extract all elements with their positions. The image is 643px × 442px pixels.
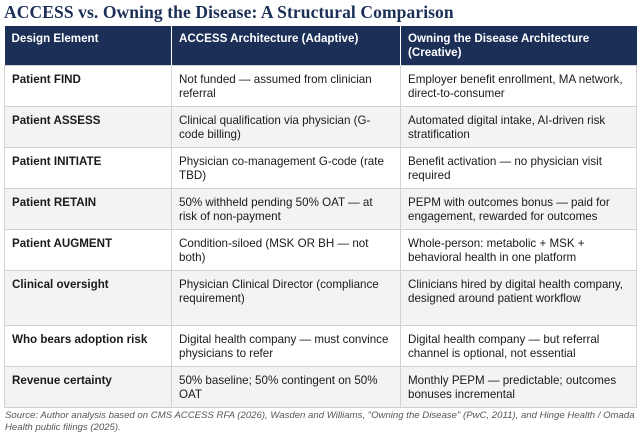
row-access-cell: Not funded — assumed from clinician refe… (171, 65, 401, 107)
row-access-cell: Condition-siloed (MSK OR BH — not both) (171, 229, 401, 271)
row-owning-cell: Monthly PEPM — predictable; outcomes bon… (400, 366, 637, 408)
table-row: Patient ASSESS Clinical qualification vi… (4, 106, 637, 148)
header-access-architecture: ACCESS Architecture (Adaptive) (171, 26, 401, 66)
table-row: Who bears adoption risk Digital health c… (4, 325, 637, 367)
table-row: Patient AUGMENT Condition-siloed (MSK OR… (4, 229, 637, 271)
row-access-cell: Physician Clinical Director (compliance … (171, 270, 401, 326)
table-row: Clinical oversight Physician Clinical Di… (4, 270, 637, 326)
page-title: ACCESS vs. Owning the Disease: A Structu… (4, 2, 454, 22)
row-owning-cell: Benefit activation — no physician visit … (400, 147, 637, 189)
row-access-cell: Clinical qualification via physician (G-… (171, 106, 401, 148)
row-design-element: Clinical oversight (4, 270, 172, 326)
row-owning-cell: Digital health company — but referral ch… (400, 325, 637, 367)
source-note: Source: Author analysis based on CMS ACC… (5, 410, 635, 433)
row-access-cell: 50% withheld pending 50% OAT — at risk o… (171, 188, 401, 230)
row-owning-cell: Automated digital intake, AI-driven risk… (400, 106, 637, 148)
row-design-element: Who bears adoption risk (4, 325, 172, 367)
row-owning-cell: Whole-person: metabolic + MSK + behavior… (400, 229, 637, 271)
table-header-row: Design Element ACCESS Architecture (Adap… (4, 26, 637, 66)
table-row: Patient FIND Not funded — assumed from c… (4, 65, 637, 107)
comparison-table: Design Element ACCESS Architecture (Adap… (4, 26, 637, 408)
header-owning-the-disease-architecture: Owning the Disease Architecture (Creativ… (400, 26, 637, 66)
row-access-cell: 50% baseline; 50% contingent on 50% OAT (171, 366, 401, 408)
row-owning-cell: Employer benefit enrollment, MA network,… (400, 65, 637, 107)
row-design-element: Patient FIND (4, 65, 172, 107)
row-access-cell: Physician co-management G-code (rate TBD… (171, 147, 401, 189)
row-design-element: Revenue certainty (4, 366, 172, 408)
table-row: Patient RETAIN 50% withheld pending 50% … (4, 188, 637, 230)
row-design-element: Patient AUGMENT (4, 229, 172, 271)
row-owning-cell: Clinicians hired by digital health compa… (400, 270, 637, 326)
row-access-cell: Digital health company — must convince p… (171, 325, 401, 367)
row-design-element: Patient ASSESS (4, 106, 172, 148)
table-row: Revenue certainty 50% baseline; 50% cont… (4, 366, 637, 408)
row-owning-cell: PEPM with outcomes bonus — paid for enga… (400, 188, 637, 230)
row-design-element: Patient RETAIN (4, 188, 172, 230)
header-design-element: Design Element (4, 26, 172, 66)
table-row: Patient INITIATE Physician co-management… (4, 147, 637, 189)
row-design-element: Patient INITIATE (4, 147, 172, 189)
